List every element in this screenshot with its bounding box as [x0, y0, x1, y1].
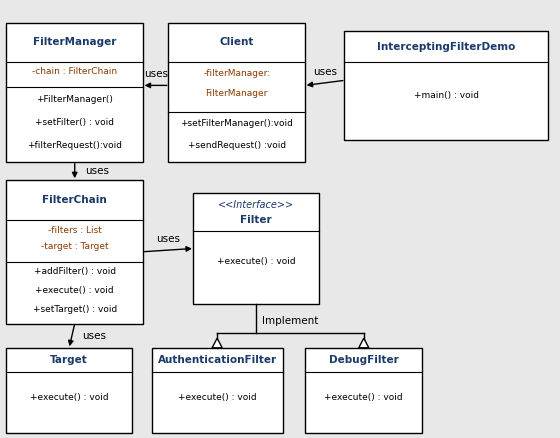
Text: +FilterManager(): +FilterManager(): [36, 95, 113, 104]
Text: uses: uses: [156, 234, 180, 244]
Text: +main() : void: +main() : void: [414, 91, 479, 99]
Text: +execute() : void: +execute() : void: [35, 286, 114, 295]
Text: Client: Client: [220, 37, 254, 47]
Text: -filterManager:: -filterManager:: [203, 69, 270, 78]
Text: +setFilter() : void: +setFilter() : void: [35, 118, 114, 127]
Text: uses: uses: [144, 70, 167, 79]
Text: -chain : FilterChain: -chain : FilterChain: [32, 67, 117, 76]
Text: FilterManager: FilterManager: [206, 89, 268, 99]
Bar: [305, 348, 422, 433]
Text: FilterManager: FilterManager: [33, 37, 116, 47]
Polygon shape: [212, 338, 222, 348]
Text: InterceptingFilterDemo: InterceptingFilterDemo: [377, 42, 515, 52]
Bar: [6, 348, 132, 433]
Bar: [152, 348, 283, 433]
Text: AuthenticationFilter: AuthenticationFilter: [157, 355, 277, 365]
Text: +execute() : void: +execute() : void: [178, 393, 256, 402]
Text: +sendRequest() :void: +sendRequest() :void: [188, 141, 286, 150]
Bar: [193, 193, 319, 304]
Bar: [6, 180, 143, 324]
Text: Filter: Filter: [240, 215, 272, 225]
Bar: [344, 31, 548, 141]
Text: +execute() : void: +execute() : void: [30, 393, 109, 402]
Text: uses: uses: [82, 331, 106, 341]
Polygon shape: [359, 338, 369, 348]
Text: -filters : List: -filters : List: [48, 226, 102, 234]
Text: uses: uses: [85, 166, 109, 176]
Text: +setFilterManager():void: +setFilterManager():void: [180, 120, 293, 128]
Text: +setTarget() : void: +setTarget() : void: [32, 305, 117, 314]
Text: Implement: Implement: [262, 316, 319, 326]
Text: +execute() : void: +execute() : void: [324, 393, 403, 402]
Text: +filterRequest():void: +filterRequest():void: [27, 141, 122, 150]
Text: FilterChain: FilterChain: [43, 195, 107, 205]
Bar: [168, 22, 305, 162]
Text: uses: uses: [312, 67, 337, 77]
Bar: [6, 22, 143, 162]
Text: -target : Target: -target : Target: [41, 242, 109, 251]
Text: <<Interface>>: <<Interface>>: [218, 200, 295, 210]
Text: Target: Target: [50, 355, 88, 365]
Text: DebugFilter: DebugFilter: [329, 355, 399, 365]
Text: +addFilter() : void: +addFilter() : void: [34, 268, 116, 276]
Text: +execute() : void: +execute() : void: [217, 257, 296, 266]
